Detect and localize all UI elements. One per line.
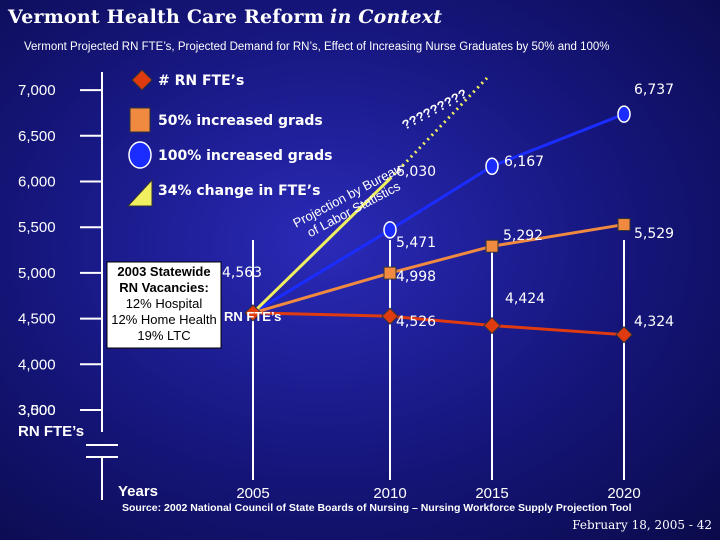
vacancy-box-line: 12% Home Health xyxy=(111,312,217,327)
data-label: 6,167 xyxy=(504,154,544,170)
square-marker xyxy=(383,266,397,280)
data-labels: 4,563 4,526 4,424 4,324 4,998 5,292 5,529 5,471… xyxy=(222,82,674,330)
data-label: 6,737 xyxy=(634,82,674,98)
vacancy-box-line: 19% LTC xyxy=(137,328,190,343)
legend-swatch-34 xyxy=(126,178,153,207)
x-tick-label-2005: 2005 xyxy=(236,485,269,502)
x-tick-label-2020: 2020 xyxy=(607,485,640,502)
chart-legend: # RN FTE’s 50% increased grads 100% increa… xyxy=(126,69,333,207)
title-main: Vermont Health Care Reform xyxy=(8,6,325,28)
question-marks-annotation: ????????? xyxy=(399,86,469,133)
source-note: Source: 2002 National Council of State B… xyxy=(122,502,632,514)
x-axis-label: Years xyxy=(118,483,158,500)
title-context: in Context xyxy=(330,6,443,28)
y-tick-label-3500: 3,500 xyxy=(18,402,56,419)
circle-marker xyxy=(485,157,499,175)
legend-swatch-100 xyxy=(128,141,152,169)
square-marker xyxy=(485,239,499,253)
rn-fte-note: RN FTE’s xyxy=(224,309,281,324)
data-label: 4,998 xyxy=(396,269,436,285)
y-axis-label: RN FTE’s xyxy=(18,423,84,440)
data-label: 5,529 xyxy=(634,226,674,242)
square-marker xyxy=(617,218,631,232)
y-tick-label-4000: 4,000 xyxy=(18,356,56,373)
diamond-marker xyxy=(483,316,501,335)
data-label: 4,324 xyxy=(634,314,674,330)
y-tick-label-6000: 6,000 xyxy=(18,174,56,191)
diamond-marker xyxy=(615,325,633,344)
data-label: 4,563 xyxy=(222,265,262,281)
legend-swatch-50 xyxy=(129,107,151,133)
series-line-1 xyxy=(252,223,625,315)
series-line-2 xyxy=(252,112,625,315)
series-line-3 xyxy=(251,177,392,314)
diamond-marker xyxy=(381,307,399,325)
legend-label: 34% change in FTE’s xyxy=(158,183,320,199)
legend-label: # RN FTE’s xyxy=(158,73,244,89)
data-label: 4,424 xyxy=(505,291,545,307)
circle-marker xyxy=(383,221,397,239)
circle-marker xyxy=(617,105,631,123)
diamond-marker xyxy=(244,304,262,322)
vacancy-box-line: 2003 Statewide xyxy=(117,264,210,279)
x-tick-label-2010: 2010 xyxy=(373,485,406,502)
series-line-0 xyxy=(252,311,625,337)
chart-axes: 2005 2010 2015 2020 Years 3,500 4,000 4,500 5,00… xyxy=(18,72,641,502)
vacancy-box xyxy=(106,261,222,349)
data-label: 6,030 xyxy=(396,164,436,180)
data-label: 5,292 xyxy=(503,228,543,244)
date-page-number: February 18, 2005 - 42 xyxy=(572,518,712,532)
y-tick-label-3000: 3,000 xyxy=(18,402,56,419)
series-lines xyxy=(251,112,625,337)
vacancy-box-line: 12% Hospital xyxy=(126,296,203,311)
legend-label: 50% increased grads xyxy=(158,113,323,129)
page-title: Vermont Health Care Reform in Context xyxy=(8,6,442,28)
legend-swatch-rn-fte xyxy=(131,69,153,91)
y-tick-label-5500: 5,500 xyxy=(18,219,56,236)
legend-label: 100% increased grads xyxy=(158,148,333,164)
y-tick-label-6500: 6,500 xyxy=(18,128,56,145)
y-tick-label-7000: 7,000 xyxy=(18,82,56,99)
data-label: 5,471 xyxy=(396,235,436,251)
y-tick-label-5000: 5,000 xyxy=(18,265,56,282)
series-markers xyxy=(244,105,633,344)
data-label: 4,526 xyxy=(396,314,436,330)
vacancy-box-line: RN Vacancies: xyxy=(119,280,209,295)
y-tick-label-4500: 4,500 xyxy=(18,311,56,328)
x-tick-label-2015: 2015 xyxy=(475,485,508,502)
chart-subtitle: Vermont Projected RN FTE’s, Projected De… xyxy=(24,41,610,53)
